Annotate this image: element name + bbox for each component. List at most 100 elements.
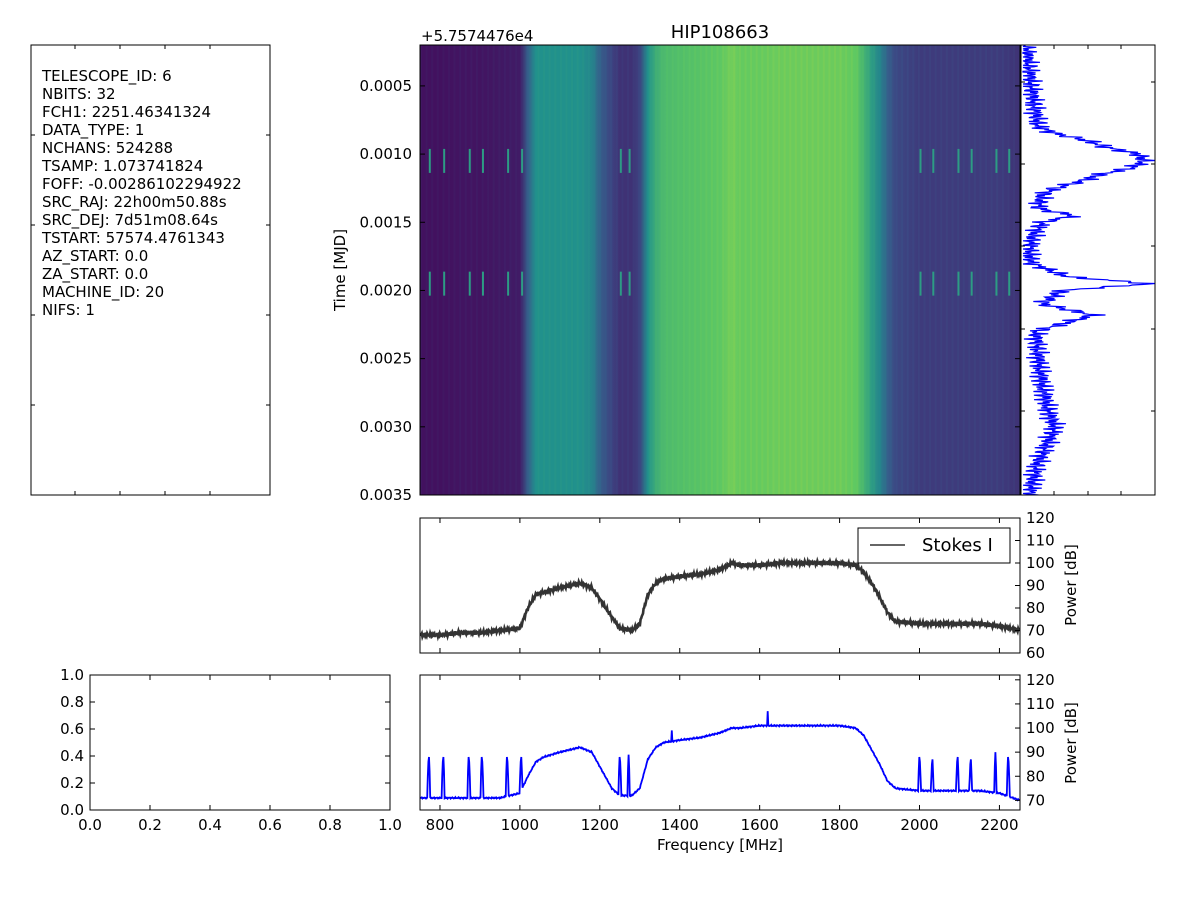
waterfall-rfi <box>957 271 960 296</box>
waterfall-rfi <box>481 271 484 296</box>
waterfall-rfi <box>468 148 471 173</box>
header-panel-frame <box>30 44 271 496</box>
header-line: SRC_DEJ: 7d51m08.64s <box>42 211 218 230</box>
waterfall-stripe <box>806 45 809 495</box>
waterfall-rfi <box>521 271 524 296</box>
empty-y-tick-label: 1.0 <box>60 666 84 684</box>
mean-x-tick-label: 1200 <box>581 816 619 834</box>
waterfall-stripe <box>464 45 467 495</box>
waterfall-stripe <box>979 45 982 495</box>
waterfall-stripe <box>610 45 613 495</box>
waterfall-rfi <box>521 148 524 173</box>
waterfall-stripe <box>889 45 892 495</box>
mean-x-tick-label: 2000 <box>900 816 938 834</box>
waterfall-stripe <box>856 45 859 495</box>
waterfall-stripe <box>565 45 568 495</box>
mean-y-tick-label: 100 <box>1026 719 1055 737</box>
waterfall-stripe <box>733 45 736 495</box>
waterfall-rfi <box>619 148 622 173</box>
header-line: DATA_TYPE: 1 <box>42 121 144 140</box>
waterfall-stripe <box>682 45 685 495</box>
waterfall-base <box>420 45 1020 495</box>
waterfall-stripe <box>554 45 557 495</box>
waterfall-stripe <box>839 45 842 495</box>
waterfall-stripe <box>901 45 904 495</box>
waterfall-stripe <box>498 45 501 495</box>
waterfall-stripe <box>783 45 786 495</box>
mean-x-tick-label: 800 <box>426 816 455 834</box>
waterfall-stripe <box>1018 45 1020 495</box>
waterfall-stripe <box>710 45 713 495</box>
waterfall-frame <box>419 44 1021 496</box>
waterfall-stripe <box>1007 45 1010 495</box>
waterfall-stripe <box>951 45 954 495</box>
waterfall-rfi <box>995 148 998 173</box>
mean-x-axis-label: Frequency [MHz] <box>657 836 783 854</box>
waterfall-stripe <box>861 45 864 495</box>
waterfall-stripe <box>750 45 753 495</box>
mean-spectrum-line <box>420 711 1020 802</box>
waterfall-stripe <box>912 45 915 495</box>
waterfall-stripe <box>755 45 758 495</box>
waterfall-y-tick-label: 0.0030 <box>360 418 413 436</box>
waterfall-stripe <box>996 45 999 495</box>
waterfall-title: HIP108663 <box>671 22 769 43</box>
waterfall-stripe <box>822 45 825 495</box>
waterfall-image <box>420 45 1020 495</box>
waterfall-plot: 0.0005 0.0010 0.0015 0.0020 0.0025 0.0030 0.00… <box>331 22 1021 504</box>
waterfall-stripe <box>929 45 932 495</box>
waterfall-stripe <box>705 45 708 495</box>
mean-x-tick-label: 1400 <box>661 816 699 834</box>
waterfall-y-tick-label: 0.0010 <box>360 145 413 163</box>
waterfall-stripe <box>576 45 579 495</box>
stokes-y-tick-label: 100 <box>1026 554 1055 572</box>
waterfall-stripe <box>688 45 691 495</box>
waterfall-stripe <box>470 45 473 495</box>
waterfall-stripe <box>531 45 534 495</box>
waterfall-stripe <box>582 45 585 495</box>
waterfall-stripe <box>526 45 529 495</box>
waterfall-stripe <box>431 45 434 495</box>
time-profile-ticks <box>1021 45 1155 495</box>
waterfall-rfi <box>1008 271 1011 296</box>
waterfall-stripe <box>817 45 820 495</box>
waterfall-rfi <box>443 271 446 296</box>
waterfall-stripe <box>884 45 887 495</box>
waterfall-rfi <box>628 148 631 173</box>
waterfall-rfi <box>970 148 973 173</box>
time-profile-plot <box>1020 44 1156 496</box>
empty-x-tick-label: 1.0 <box>378 816 402 834</box>
waterfall-stripe <box>1013 45 1016 495</box>
mean-spectrum-ticks: 70 80 90 100 110 120 800 1000 1200 1400 1600 1800 20… <box>426 671 1055 834</box>
empty-y-tick-label: 0.2 <box>60 774 84 792</box>
waterfall-rfi <box>932 148 935 173</box>
waterfall-stripe <box>778 45 781 495</box>
empty-plot-ticks: 0.0 0.2 0.4 0.6 0.8 1.0 0.0 0.2 0.4 0.6 0.8 1.0 <box>60 666 402 834</box>
waterfall-rfi <box>919 148 922 173</box>
waterfall-stripe <box>934 45 937 495</box>
waterfall-stripe <box>833 45 836 495</box>
mean-spectrum-plot: 70 80 90 100 110 120 800 1000 1200 1400 1600 1800 20… <box>419 671 1080 854</box>
header-line: NBITS: 32 <box>42 85 116 103</box>
mean-x-tick-label: 1000 <box>501 816 539 834</box>
waterfall-stripe <box>671 45 674 495</box>
waterfall-stripe <box>923 45 926 495</box>
waterfall-stripe <box>957 45 960 495</box>
waterfall-stripe <box>599 45 602 495</box>
header-line: TELESCOPE_ID: 6 <box>41 67 172 86</box>
waterfall-stripe <box>626 45 629 495</box>
waterfall-stripe <box>559 45 562 495</box>
waterfall-rfi <box>628 271 631 296</box>
waterfall-stripe <box>895 45 898 495</box>
empty-x-tick-label: 0.0 <box>78 816 102 834</box>
stokes-y-tick-label: 110 <box>1026 532 1055 550</box>
mean-x-tick-label: 1800 <box>820 816 858 834</box>
stokes-y-tick-label: 60 <box>1026 644 1045 662</box>
waterfall-stripe <box>1001 45 1004 495</box>
waterfall-stripe <box>845 45 848 495</box>
waterfall-stripe <box>744 45 747 495</box>
header-line: TSTART: 57574.4761343 <box>41 229 225 247</box>
header-line: NIFS: 1 <box>42 301 95 319</box>
waterfall-stripe <box>509 45 512 495</box>
mean-x-tick-label: 2200 <box>980 816 1018 834</box>
